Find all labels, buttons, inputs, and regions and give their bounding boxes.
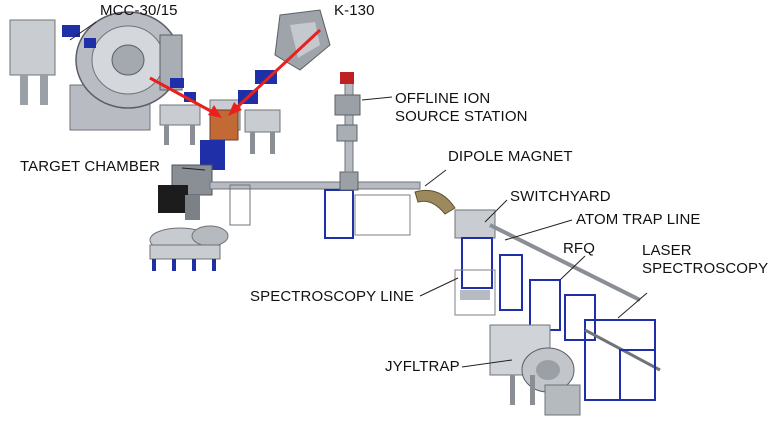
jyfltrap-assembly xyxy=(489,324,581,416)
label-k130: K-130 xyxy=(334,2,375,19)
beam-arrows xyxy=(149,28,322,118)
main-beamline xyxy=(209,171,421,239)
label-offline-ion-source: OFFLINE ION SOURCE STATION xyxy=(395,90,528,125)
target-chamber-assembly xyxy=(149,164,229,271)
label-target-chamber: TARGET CHAMBER xyxy=(20,158,161,175)
label-pointers xyxy=(69,21,648,368)
dipole-magnet-shape xyxy=(414,189,456,215)
switchyard-assembly xyxy=(454,209,661,401)
label-laser-spectroscopy: LASER SPECTROSCOPY xyxy=(642,242,768,277)
label-atom-trap-line: ATOM TRAP LINE xyxy=(576,211,701,228)
offline-ion-source xyxy=(334,72,361,173)
spectroscopy-line-assembly xyxy=(454,269,496,316)
label-jyfltrap: JYFLTRAP xyxy=(385,358,460,375)
label-switchyard: SWITCHYARD xyxy=(510,188,611,205)
label-spectroscopy-line: SPECTROSCOPY LINE xyxy=(250,288,414,305)
label-dipole-magnet: DIPOLE MAGNET xyxy=(448,148,573,165)
label-mcc: MCC-30/15 xyxy=(100,2,178,19)
label-rfq: RFQ xyxy=(563,240,595,257)
mcc-cyclotron xyxy=(9,11,241,145)
